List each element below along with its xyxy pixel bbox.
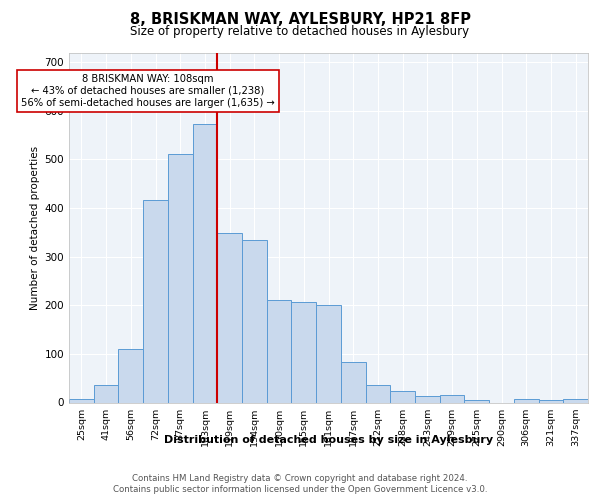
Bar — [168, 154, 193, 402]
Text: Distribution of detached houses by size in Aylesbury: Distribution of detached houses by size … — [164, 435, 493, 445]
Bar — [563, 398, 588, 402]
Bar — [390, 391, 415, 402]
Y-axis label: Number of detached properties: Number of detached properties — [31, 146, 40, 310]
Bar — [94, 384, 118, 402]
Bar — [143, 200, 168, 402]
Text: Contains public sector information licensed under the Open Government Licence v3: Contains public sector information licen… — [113, 485, 487, 494]
Bar — [292, 302, 316, 402]
Bar — [267, 300, 292, 402]
Text: 8, BRISKMAN WAY, AYLESBURY, HP21 8FP: 8, BRISKMAN WAY, AYLESBURY, HP21 8FP — [130, 12, 470, 28]
Text: 8 BRISKMAN WAY: 108sqm
← 43% of detached houses are smaller (1,238)
56% of semi-: 8 BRISKMAN WAY: 108sqm ← 43% of detached… — [21, 74, 275, 108]
Bar — [415, 396, 440, 402]
Bar — [217, 233, 242, 402]
Bar — [514, 399, 539, 402]
Bar — [118, 348, 143, 403]
Text: Size of property relative to detached houses in Aylesbury: Size of property relative to detached ho… — [130, 25, 470, 38]
Bar — [242, 240, 267, 402]
Bar — [69, 398, 94, 402]
Bar — [316, 306, 341, 402]
Bar — [440, 395, 464, 402]
Bar — [193, 124, 217, 402]
Bar — [341, 362, 365, 403]
Bar — [539, 400, 563, 402]
Text: Contains HM Land Registry data © Crown copyright and database right 2024.: Contains HM Land Registry data © Crown c… — [132, 474, 468, 483]
Bar — [464, 400, 489, 402]
Bar — [365, 384, 390, 402]
